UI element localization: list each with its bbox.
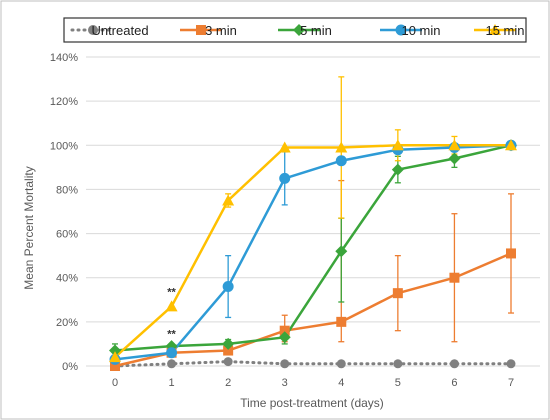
y-tick-label: 140% [50, 52, 78, 64]
series-line-3 [114, 144, 512, 361]
legend-marker [489, 24, 501, 35]
data-point [223, 357, 233, 367]
data-point [336, 359, 346, 369]
data-point [223, 345, 234, 356]
data-point [449, 272, 460, 283]
series-line-2 [114, 144, 512, 352]
legend-label: 15 min [485, 23, 524, 38]
data-point [279, 172, 291, 184]
data-point [222, 281, 234, 293]
data-point [280, 359, 290, 369]
y-tick-label: 20% [56, 317, 78, 329]
data-point [448, 139, 461, 151]
series-lines [113, 144, 513, 368]
gridlines: 0% 20% 40% 60% 80% 100% 120% 140% [50, 52, 540, 373]
y-tick-label: 80% [56, 184, 78, 196]
data-point [167, 359, 177, 369]
data-point [391, 163, 404, 176]
x-tick-label: 7 [508, 377, 514, 389]
y-tick-label: 120% [50, 96, 78, 108]
data-point [335, 245, 348, 258]
x-tick-label: 5 [395, 377, 401, 389]
legend-label: 10 min [401, 23, 440, 38]
legend-label: 5 min [300, 23, 332, 38]
significance-annotation: ** [167, 286, 176, 298]
data-point [506, 359, 516, 369]
x-tick-label: 3 [282, 377, 288, 389]
y-tick-label: 100% [50, 140, 78, 152]
data-point [278, 331, 291, 344]
x-tick-label: 1 [169, 377, 175, 389]
data-point [391, 139, 404, 151]
data-point [109, 351, 121, 363]
axes: 0 1 2 3 4 5 6 7 [112, 377, 514, 389]
legend-label: Untreated [91, 23, 148, 38]
data-point [278, 141, 291, 153]
y-axis-title: Mean Percent Mortality [22, 166, 36, 289]
series-line-1 [114, 252, 512, 368]
legend-label: 3 min [205, 23, 237, 38]
data-point [222, 337, 235, 350]
data-point [279, 325, 290, 336]
x-tick-label: 0 [112, 377, 118, 389]
y-tick-label: 40% [56, 273, 78, 285]
legend-marker [293, 24, 305, 36]
data-point [335, 155, 347, 167]
significance-annotation: ** [167, 328, 176, 340]
legend-marker [88, 25, 98, 35]
x-axis-title: Time post-treatment (days) [240, 396, 384, 410]
x-tick-label: 4 [338, 377, 344, 389]
y-tick-label: 60% [56, 229, 78, 241]
x-tick-label: 6 [451, 377, 457, 389]
annotations: ** ** [167, 286, 176, 340]
legend-marker [196, 25, 206, 35]
series-line-4 [114, 144, 511, 359]
x-tick-label: 2 [225, 377, 231, 389]
data-point [505, 139, 517, 151]
series-markers [109, 139, 517, 371]
legend-marker [395, 24, 407, 36]
data-point [449, 359, 459, 369]
data-point [165, 300, 178, 312]
data-point [506, 248, 516, 259]
data-point [393, 359, 403, 369]
data-point [336, 316, 347, 327]
series-line-0 [113, 360, 513, 368]
y-tick-label: 0% [62, 361, 78, 373]
data-point [448, 152, 461, 165]
data-point [392, 288, 403, 299]
data-point [109, 344, 121, 357]
data-point [166, 347, 178, 359]
data-point [110, 361, 120, 371]
legend: Untreated 3 min 5 min 10 min 15 min [63, 17, 527, 43]
data-point [222, 194, 235, 206]
data-point [335, 141, 348, 153]
